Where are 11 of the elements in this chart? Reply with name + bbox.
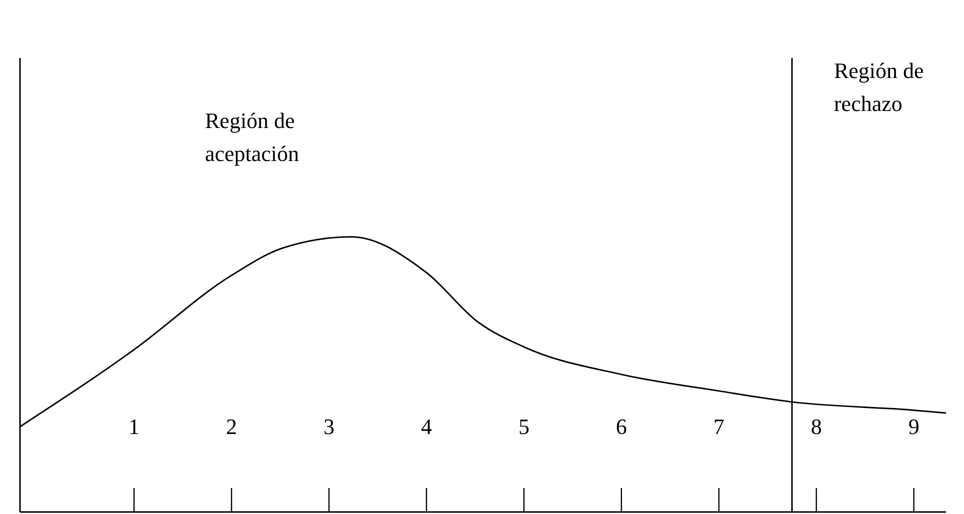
x-tick-label: 3: [323, 414, 334, 439]
text: Región de aceptación: [205, 107, 300, 168]
x-tick-label: 7: [713, 414, 724, 439]
x-tick-label: 4: [420, 414, 432, 439]
x-tick-label: 2: [226, 414, 238, 439]
x-tick-label: 1: [128, 414, 140, 439]
x-tick-label: 6: [616, 414, 627, 439]
x-tick-label: 9: [908, 414, 920, 439]
ref-line-label: Región de rechazo: [834, 58, 924, 116]
x-tick-label: 5: [518, 414, 530, 439]
x-tick-label: 8: [810, 414, 822, 439]
